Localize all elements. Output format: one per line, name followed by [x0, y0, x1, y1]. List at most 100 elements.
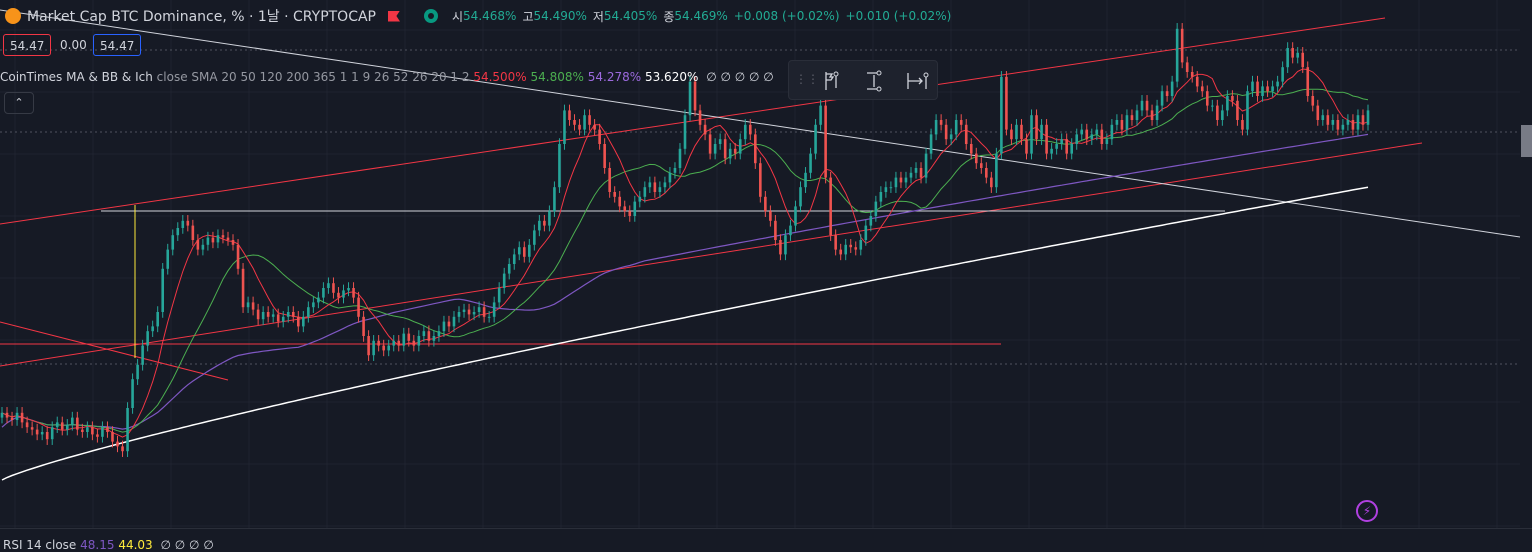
candle-body: [492, 302, 496, 317]
change-value-secondary: +0.010 (+0.02%): [845, 9, 952, 23]
candle-body: [779, 240, 782, 255]
candle-body: [1311, 96, 1315, 106]
candle-body: [939, 120, 943, 125]
candle-body: [76, 417, 79, 430]
candle-body: [1231, 96, 1234, 101]
candle-body: [884, 187, 888, 192]
candle-body: [1065, 139, 1068, 154]
candle-body: [276, 314, 280, 322]
candle-body: [211, 237, 215, 243]
indicator-legend[interactable]: CoinTimes MA & BB & Ich close SMA 20 50 …: [0, 70, 774, 84]
candle-body: [1000, 76, 1003, 154]
candle-body: [1155, 105, 1159, 120]
candle-body: [81, 429, 84, 432]
buy-price-button[interactable]: 54.47: [93, 34, 142, 56]
candle-body: [1301, 52, 1305, 68]
candle-body: [392, 340, 396, 346]
candle-body: [101, 427, 104, 437]
candle-body: [161, 268, 165, 312]
candle-body: [969, 144, 973, 154]
candle-body: [613, 192, 616, 197]
long-position-icon[interactable]: [817, 67, 845, 95]
candle-body: [5, 412, 9, 418]
candle-body: [653, 182, 657, 192]
ma50-value: 54.808%: [530, 70, 584, 84]
candle-body: [990, 177, 993, 188]
chart-canvas[interactable]: [0, 0, 1532, 528]
close-label: 종: [663, 9, 675, 24]
candle-body: [588, 115, 591, 125]
candle-body: [628, 211, 632, 216]
collapse-legend-button[interactable]: ⌃: [4, 92, 34, 114]
candle-body: [673, 168, 677, 173]
candle-body: [1145, 100, 1149, 111]
candle-body: [121, 446, 124, 452]
candle-body: [372, 340, 375, 356]
rsi-pane[interactable]: RSI 14 close 48.15 44.03 ∅ ∅ ∅ ∅: [0, 528, 1532, 552]
candle-body: [603, 144, 606, 168]
candle-body: [1100, 129, 1104, 144]
ma200-line: [1, 186, 1369, 481]
drag-handle-icon[interactable]: ⋮⋮: [795, 72, 819, 86]
rsi-name[interactable]: RSI 14 close: [3, 538, 77, 552]
candle-body: [1175, 28, 1179, 82]
candle-body: [844, 244, 848, 255]
ma20-value: 54.500%: [473, 70, 527, 84]
descending-red-line: [0, 321, 229, 381]
candle-body: [558, 144, 561, 188]
candle-body: [633, 201, 637, 216]
lightning-icon[interactable]: ⚡: [1356, 500, 1378, 522]
candle-body: [171, 235, 175, 250]
candle-body: [964, 124, 968, 144]
candle-body: [116, 441, 119, 447]
candle-body: [713, 144, 717, 154]
rsi-legend[interactable]: RSI 14 close 48.15 44.03 ∅ ∅ ∅ ∅: [3, 538, 214, 552]
candle-body: [1085, 129, 1089, 140]
candle-body: [1160, 91, 1164, 106]
candle-body: [462, 309, 466, 312]
price-axis-marker[interactable]: [1521, 125, 1532, 157]
candle-body: [1271, 86, 1274, 92]
candle-body: [15, 412, 19, 420]
candle-body: [723, 139, 727, 159]
candle-body: [799, 187, 802, 207]
candle-body: [312, 302, 315, 308]
candle-body: [1286, 48, 1289, 68]
candle-body: [10, 417, 14, 420]
candle-body: [738, 139, 742, 154]
candle-body: [156, 312, 159, 327]
candle-body: [1281, 67, 1284, 82]
candle-body: [663, 182, 667, 188]
price-chart[interactable]: [0, 0, 1532, 528]
candle-body: [442, 321, 446, 332]
indicator-name[interactable]: CoinTimes MA & BB & Ich: [0, 70, 153, 84]
candle-body: [20, 412, 24, 423]
candle-body: [86, 427, 89, 432]
candle-body: [201, 244, 205, 250]
candle-body: [1055, 144, 1058, 149]
candle-body: [874, 201, 878, 216]
drawing-toolbar: ⋮⋮: [788, 60, 938, 100]
rsi-value: 48.15: [80, 538, 115, 552]
change-value: +0.008 (+0.02%): [733, 9, 840, 23]
candle-body: [477, 307, 481, 312]
candle-body: [809, 153, 812, 173]
candle-body: [668, 172, 672, 183]
candlestick-series: [0, 23, 1370, 457]
date-range-icon[interactable]: [903, 67, 931, 95]
sell-price-button[interactable]: 54.47: [3, 34, 52, 56]
flag-icon[interactable]: [388, 10, 400, 22]
market-status-icon[interactable]: [424, 9, 438, 23]
candle-body: [226, 237, 230, 240]
candle-body: [703, 124, 707, 135]
candle-body: [337, 292, 340, 298]
candle-body: [332, 283, 335, 293]
price-range-icon[interactable]: [861, 67, 889, 95]
high-value: 54.490%: [533, 9, 587, 23]
candle-body: [417, 336, 421, 346]
candle-body: [136, 364, 139, 380]
symbol-title[interactable]: Market Cap BTC Dominance, % · 1날 · CRYPT…: [27, 9, 376, 25]
candle-body: [1180, 28, 1184, 63]
candle-body: [533, 230, 536, 245]
candle-body: [1110, 124, 1114, 140]
